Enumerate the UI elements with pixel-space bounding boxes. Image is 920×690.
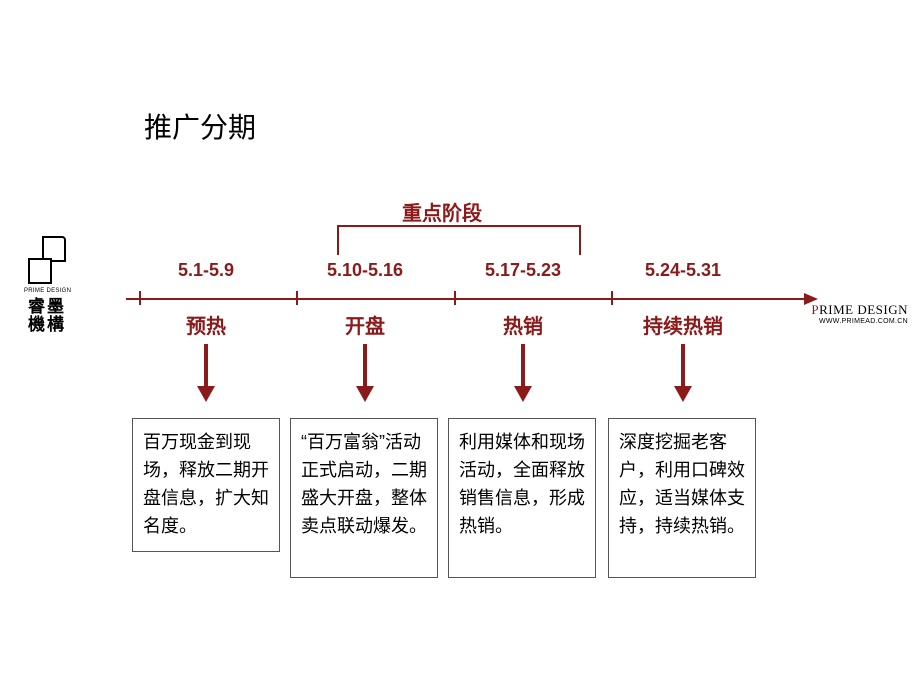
timeline-tick: [296, 291, 298, 305]
timeline-axis: [126, 298, 816, 300]
logo-chinese: 睿墨 機構: [28, 298, 66, 334]
key-phase-bracket: [337, 225, 581, 255]
phase-description: 深度挖掘老客户，利用口碑效应，适当媒体支持，持续热销。: [608, 418, 756, 578]
phase-description: “百万富翁”活动正式启动，二期盛大开盘，整体卖点联动爆发。: [290, 418, 438, 578]
phase-name: 预热: [126, 310, 286, 339]
logo-square-bottom: [28, 258, 52, 284]
phase-description: 利用媒体和现场活动，全面释放销售信息，形成热销。: [448, 418, 596, 578]
logo-cn-line1: 睿墨: [28, 298, 66, 316]
phase-description: 百万现金到现场，释放二期开盘信息，扩大知名度。: [132, 418, 280, 552]
brand-url: WWW.PRIMEAD.COM.CN: [811, 318, 908, 325]
brand-logo-right: PRIME DESIGN WWW.PRIMEAD.COM.CN: [811, 302, 908, 325]
timeline-tick: [454, 291, 456, 305]
key-phase-label: 重点阶段: [402, 197, 482, 226]
phase-name: 持续热销: [603, 310, 763, 339]
timeline-tick: [611, 291, 613, 305]
timeline-tick: [139, 291, 141, 305]
brand-wordmark: PRIME DESIGN: [811, 302, 908, 318]
timeline-arrowhead-icon: [804, 293, 818, 305]
phase-date: 5.24-5.31: [603, 260, 763, 281]
page-title: 推广分期: [144, 106, 256, 146]
logo-cn-line2: 機構: [28, 316, 66, 334]
phase-date: 5.1-5.9: [126, 260, 286, 281]
phase-date: 5.10-5.16: [285, 260, 445, 281]
logo-subtext: PRIME DESIGN: [24, 288, 71, 294]
phase-name: 开盘: [285, 310, 445, 339]
phase-name: 热销: [443, 310, 603, 339]
brand-rest: RIME DESIGN: [819, 302, 908, 317]
phase-date: 5.17-5.23: [443, 260, 603, 281]
